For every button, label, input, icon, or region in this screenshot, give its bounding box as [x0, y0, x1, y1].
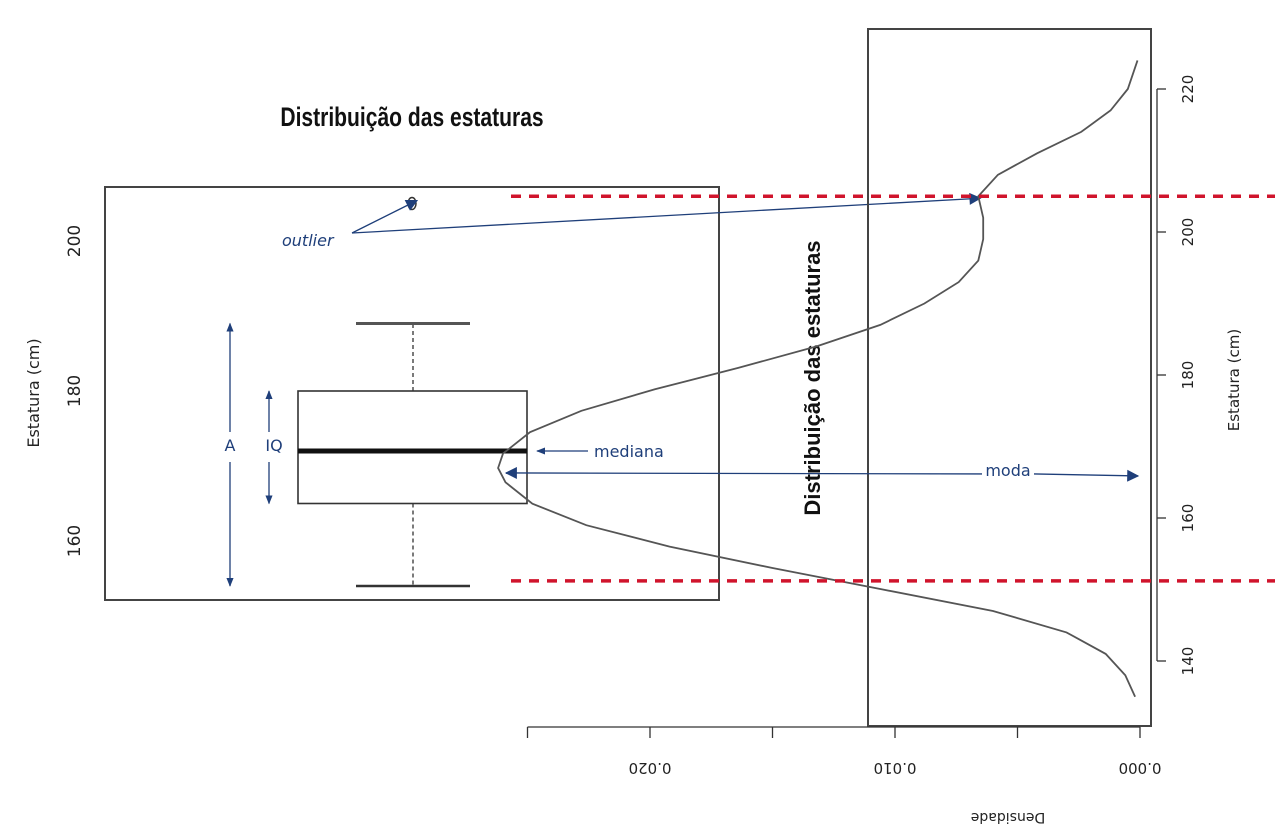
- density-y-axis: 140 160 180 200 220: [1156, 75, 1197, 676]
- boxplot-y-axis-label: Estatura (cm): [24, 338, 43, 447]
- y-tick-label: 180: [65, 375, 85, 407]
- iqr-box: [297, 390, 528, 505]
- outlier-annotation: outlier: [282, 192, 982, 250]
- density-x-tick-label: 0.000: [1119, 759, 1162, 777]
- boxplot-frame: [104, 186, 720, 601]
- density-x-tick-label: 0.020: [629, 759, 672, 777]
- mode-arrow-right: [1033, 469, 1140, 482]
- iqr-annotation: IQ: [265, 390, 283, 505]
- density-x-axis-label: Densidade: [971, 809, 1045, 825]
- density-y-axis-label: Estatura (cm): [1225, 329, 1243, 431]
- density-x-tick-label: 0.010: [874, 759, 917, 777]
- range-annotation: A: [225, 322, 236, 587]
- outlier-label: outlier: [282, 231, 335, 250]
- density-y-tick-label: 160: [1179, 504, 1197, 533]
- boxplot-y-ticks: 160 180 200: [65, 225, 85, 557]
- density-curve: [497, 60, 1139, 698]
- range-label: A: [225, 436, 236, 455]
- density-y-tick-label: 220: [1179, 75, 1197, 104]
- density-title: Distribuição das estaturas: [800, 240, 825, 515]
- density-frame: [867, 28, 1152, 727]
- density-x-axis: 0.000 0.010 0.020: [526, 726, 1162, 777]
- outlier-arrow: [351, 199, 419, 234]
- y-tick-label: 200: [65, 225, 85, 257]
- density-y-tick-label: 200: [1179, 218, 1197, 247]
- mode-annotation: moda: [504, 461, 1140, 482]
- boxplot-title: Distribuição das estaturas: [280, 103, 543, 133]
- density-y-tick-label: 180: [1179, 361, 1197, 390]
- density-y-tick-label: 140: [1179, 647, 1197, 676]
- mode-arrow-left: [504, 466, 983, 479]
- boxplot-panel: Distribuição das estaturas Estatura (cm)…: [24, 103, 982, 601]
- y-tick-label: 160: [65, 525, 85, 557]
- median-annotation: mediana: [536, 442, 664, 461]
- iqr-label: IQ: [265, 436, 282, 455]
- outlier-to-density-arrow: [351, 192, 982, 234]
- density-panel: Distribuição das estaturas Estatura (cm)…: [497, 28, 1243, 825]
- mode-label: moda: [985, 461, 1030, 480]
- median-label: mediana: [594, 442, 664, 461]
